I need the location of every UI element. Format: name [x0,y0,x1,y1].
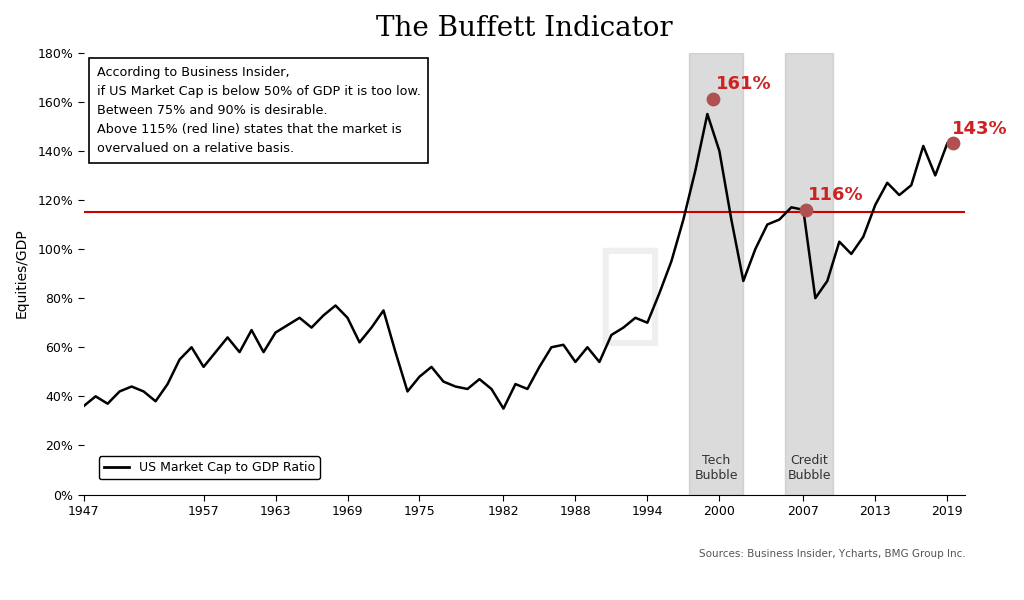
Text: 🦁: 🦁 [597,242,664,349]
Legend: US Market Cap to GDP Ratio: US Market Cap to GDP Ratio [98,457,319,479]
Text: 143%: 143% [952,119,1008,137]
Y-axis label: Equities/GDP: Equities/GDP [15,229,29,319]
Text: Tech
Bubble: Tech Bubble [694,454,738,482]
Point [798,205,814,215]
Text: 116%: 116% [808,186,863,204]
Title: The Buffett Indicator: The Buffett Indicator [376,15,673,42]
Bar [785,53,834,494]
Text: Sources: Business Insider, Ycharts, BMG Group Inc.: Sources: Business Insider, Ycharts, BMG … [698,548,966,559]
Text: 161%: 161% [716,76,771,94]
Text: According to Business Insider,
if US Market Cap is below 50% of GDP it is too lo: According to Business Insider, if US Mar… [97,66,421,155]
Point [945,139,962,148]
Bar [689,53,743,494]
Text: Credit
Bubble: Credit Bubble [787,454,831,482]
Point [706,95,722,104]
